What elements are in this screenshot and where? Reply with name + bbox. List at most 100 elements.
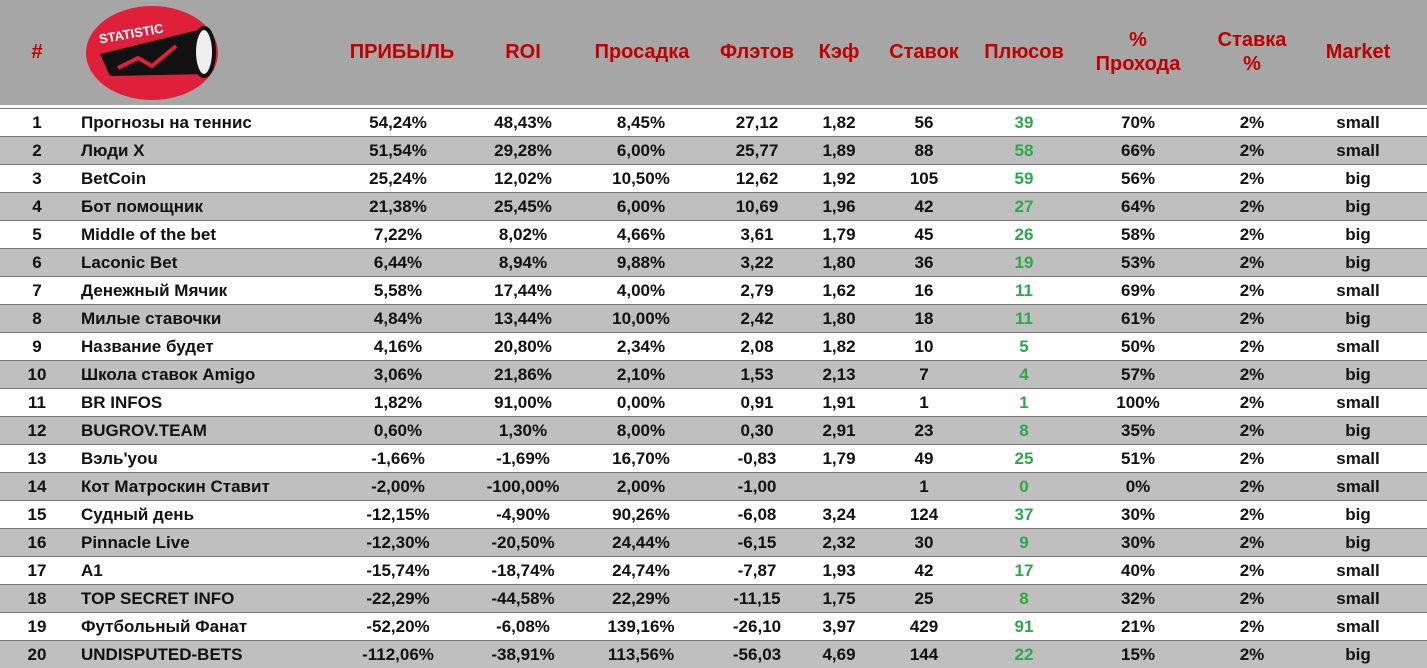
table-cell: 11: [1015, 309, 1033, 328]
table-cell: 22,29%: [612, 589, 670, 608]
table-cell: Люди Х: [81, 141, 145, 160]
table-cell: -6,15: [737, 533, 777, 552]
table-cell: -4,90%: [496, 505, 550, 524]
table-cell: 2%: [1239, 365, 1265, 384]
table-cell: 6: [32, 253, 42, 272]
table-cell: 25: [1014, 449, 1034, 468]
table-cell: 8,45%: [616, 113, 666, 132]
table-cell: UNDISPUTED-BETS: [81, 645, 243, 664]
table-row: 5 Middle of the bet 7,22% 8,02% 4,66% 3,61 1,7…: [0, 220, 1427, 248]
table-cell: 2,34%: [616, 337, 666, 356]
table-cell: small: [1336, 477, 1380, 496]
table-cell: 42: [914, 561, 934, 580]
table-cell: 20: [27, 645, 47, 664]
table-cell: 124: [909, 505, 939, 524]
column-header: Флэтов: [719, 41, 795, 63]
table-row: 14 Кот Матроскин Ставит -2,00% -100,00% 2,00…: [0, 472, 1427, 500]
table-cell: 3: [32, 169, 42, 188]
table-cell: 11: [1015, 281, 1033, 300]
table-cell: -0,83: [737, 449, 777, 468]
table-cell: 25,24%: [369, 169, 427, 188]
table-row: 9 Название будет 4,16% 20,80% 2,34% 2,08 1,82 1…: [0, 332, 1427, 360]
table-cell: 3,24: [822, 505, 856, 524]
table-cell: 56: [914, 113, 934, 132]
table-cell: 1: [1019, 393, 1029, 412]
table-cell: 2,91: [822, 421, 856, 440]
table-cell: big: [1345, 365, 1371, 384]
table-cell: 64%: [1120, 197, 1156, 216]
table-cell: Милые ставочки: [81, 309, 222, 328]
table-cell: 23: [914, 421, 934, 440]
table-cell: 2,08: [740, 337, 774, 356]
table-cell: 70%: [1120, 113, 1156, 132]
table-cell: 5: [32, 225, 42, 244]
table-cell: 16: [27, 533, 47, 552]
table-cell: 2%: [1239, 617, 1265, 636]
table-cell: Судный день: [81, 505, 195, 524]
table-cell: Вэль'you: [81, 449, 158, 468]
table-cell: 3,61: [740, 225, 774, 244]
table-cell: 15: [27, 505, 47, 524]
table-row: 13 Вэль'you -1,66% -1,69% 16,70% -0,83 1,79 49 2…: [0, 444, 1427, 472]
table-cell: 37: [1014, 505, 1034, 524]
table-cell: -1,00: [737, 477, 777, 496]
table-cell: 6,00%: [616, 197, 666, 216]
table-cell: big: [1345, 645, 1371, 664]
table-row: 8 Милые ставочки 4,84% 13,44% 10,00% 2,42 1,80…: [0, 304, 1427, 332]
table-cell: Прогнозы на теннис: [81, 113, 252, 132]
table-cell: 5,58%: [373, 281, 423, 300]
table-cell: -12,15%: [366, 505, 430, 524]
table-cell: 10,50%: [612, 169, 670, 188]
table-cell: -38,91%: [491, 645, 555, 664]
table-cell: 12: [27, 421, 47, 440]
table-cell: 21,38%: [369, 197, 427, 216]
table-cell: 25: [914, 589, 934, 608]
table-cell: 32%: [1120, 589, 1156, 608]
table-cell: 2%: [1239, 589, 1265, 608]
table-cell: 14: [27, 477, 47, 496]
table-cell: 7: [32, 281, 42, 300]
table-cell: 1,89: [822, 141, 856, 160]
table-row: 3 BetCoin 25,24% 12,02% 10,50% 12,62 1,92 105 59…: [0, 164, 1427, 192]
table-cell: 13,44%: [494, 309, 552, 328]
table-cell: 2%: [1239, 561, 1265, 580]
table-cell: 56%: [1120, 169, 1156, 188]
table-cell: 2%: [1239, 477, 1265, 496]
table-cell: 3,06%: [373, 365, 423, 384]
table-cell: small: [1336, 281, 1380, 300]
table-cell: 105: [909, 169, 939, 188]
table-cell: 48,43%: [494, 113, 552, 132]
table-cell: 15%: [1120, 645, 1156, 664]
table-cell: 36: [914, 253, 934, 272]
table-cell: 4: [32, 197, 42, 216]
table-cell: 40%: [1120, 561, 1156, 580]
table-cell: 10: [27, 365, 47, 384]
table-cell: big: [1345, 505, 1371, 524]
table-cell: 54,24%: [369, 113, 427, 132]
table-cell: big: [1345, 421, 1371, 440]
table-cell: 0,00%: [616, 393, 666, 412]
table-cell: -2,00%: [371, 477, 425, 496]
table-cell: big: [1345, 253, 1371, 272]
table-cell: -11,15: [733, 589, 781, 608]
table-cell: 3,97: [822, 617, 856, 636]
table-cell: 2,13: [822, 365, 856, 384]
table-cell: 25,45%: [494, 197, 552, 216]
table-cell: 2,42: [740, 309, 774, 328]
table-cell: 2%: [1239, 337, 1265, 356]
table-cell: 1,93: [822, 561, 856, 580]
table-cell: -18,74%: [491, 561, 555, 580]
table-cell: 90,26%: [612, 505, 670, 524]
table-row: 19 Футбольный Фанат -52,20% -6,08% 139,16% -2…: [0, 612, 1427, 640]
table-cell: 2%: [1239, 197, 1265, 216]
column-header: % Прохода: [1095, 29, 1181, 75]
table-cell: 10,69: [735, 197, 779, 216]
table-cell: 27: [1014, 197, 1034, 216]
table-cell: 49: [914, 449, 934, 468]
table-cell: 3,22: [740, 253, 774, 272]
table-cell: 22: [1014, 645, 1034, 664]
header-bar: [0, 0, 1427, 105]
table-cell: 42: [914, 197, 934, 216]
table-cell: big: [1345, 225, 1371, 244]
table-cell: 19: [27, 617, 47, 636]
